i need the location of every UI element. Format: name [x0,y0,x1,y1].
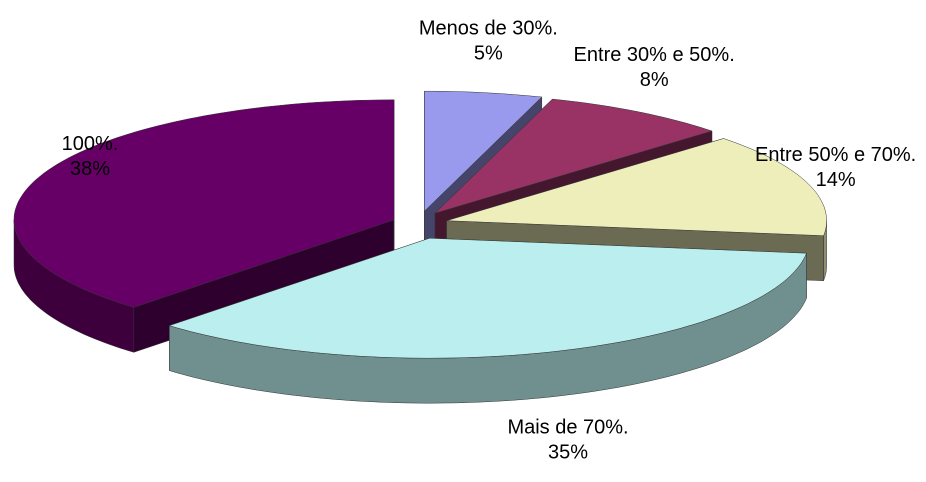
slice-value-label: 8% [640,69,669,91]
slice-top [446,138,827,236]
pie-slice [168,237,807,404]
slice-top [424,90,543,212]
slice-value-label: 5% [474,43,503,65]
slice-category-label: Entre 30% e 50%. [574,44,735,66]
slice-category-label: Mais de 70%. [507,416,628,438]
slice-category-label: 100%. [62,133,119,155]
slice-top [13,99,395,308]
slice-value-label: 14% [816,169,856,191]
slice-value-label: 35% [548,441,588,463]
slice-value-label: 38% [70,158,110,180]
slice-category-label: Menos de 30%. [419,18,558,40]
slice-top [168,237,807,359]
slice-category-label: Entre 50% e 70%. [755,144,916,166]
slice-top [434,98,713,214]
